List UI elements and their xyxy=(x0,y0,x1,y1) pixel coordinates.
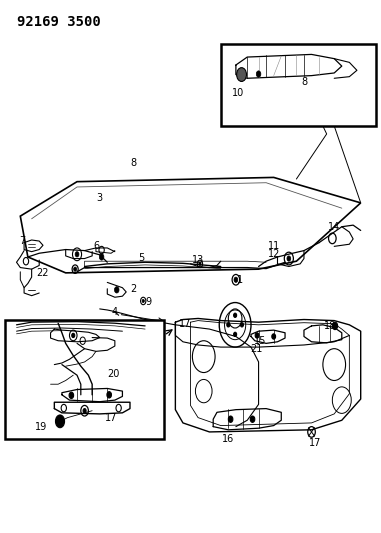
Circle shape xyxy=(256,71,261,77)
Text: 17: 17 xyxy=(309,438,322,448)
Circle shape xyxy=(83,409,86,413)
Text: 6: 6 xyxy=(93,241,99,252)
Circle shape xyxy=(142,300,144,303)
Circle shape xyxy=(332,322,338,329)
Text: 13: 13 xyxy=(192,255,204,265)
Text: 12: 12 xyxy=(267,249,280,259)
Circle shape xyxy=(234,313,237,317)
Text: 2: 2 xyxy=(131,284,137,294)
Text: 17: 17 xyxy=(105,413,117,423)
Text: 7: 7 xyxy=(19,236,25,246)
Text: 19: 19 xyxy=(35,422,47,432)
Circle shape xyxy=(255,333,259,338)
Bar xyxy=(221,44,376,126)
Circle shape xyxy=(74,267,77,271)
Text: 4: 4 xyxy=(112,306,118,317)
Text: 92169 3500: 92169 3500 xyxy=(16,14,100,29)
Text: 15: 15 xyxy=(254,336,267,346)
Text: 20: 20 xyxy=(107,369,119,378)
Text: 18: 18 xyxy=(324,321,336,332)
Text: 3: 3 xyxy=(97,192,103,203)
Circle shape xyxy=(99,254,104,260)
Circle shape xyxy=(234,332,237,336)
Circle shape xyxy=(72,333,75,337)
Text: 8: 8 xyxy=(131,158,137,168)
Text: 16: 16 xyxy=(222,434,234,444)
Circle shape xyxy=(250,416,255,422)
Circle shape xyxy=(107,392,112,398)
Circle shape xyxy=(227,322,230,327)
Text: 11: 11 xyxy=(267,241,280,252)
Circle shape xyxy=(114,287,119,293)
Bar xyxy=(5,319,164,439)
Circle shape xyxy=(228,416,233,422)
Circle shape xyxy=(240,322,243,327)
Circle shape xyxy=(69,392,74,399)
Text: 22: 22 xyxy=(37,269,49,278)
Text: 21: 21 xyxy=(250,344,263,354)
Text: 14: 14 xyxy=(328,222,340,232)
Circle shape xyxy=(272,334,275,339)
Text: 8: 8 xyxy=(301,77,307,87)
Circle shape xyxy=(237,68,247,82)
Text: 10: 10 xyxy=(232,87,244,98)
Circle shape xyxy=(75,252,79,257)
Text: 9: 9 xyxy=(146,297,152,307)
Circle shape xyxy=(199,262,201,265)
Circle shape xyxy=(234,277,238,282)
Circle shape xyxy=(56,415,64,427)
Circle shape xyxy=(287,256,291,261)
Text: 1: 1 xyxy=(237,274,243,285)
Text: 17: 17 xyxy=(179,319,191,329)
Text: 5: 5 xyxy=(138,253,144,263)
